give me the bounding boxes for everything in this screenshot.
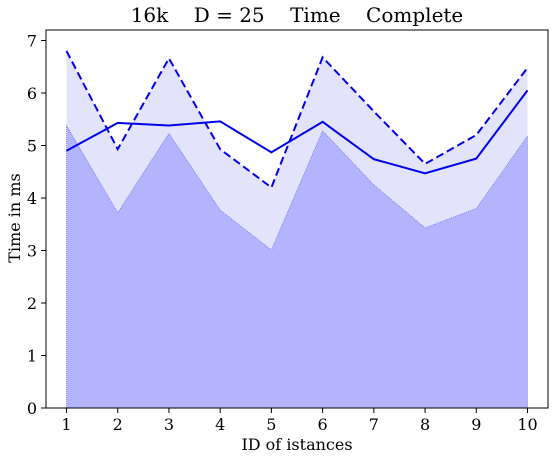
y-tick-label: 1 [27,347,37,366]
x-tick-label: 1 [61,415,71,434]
x-tick-label: 8 [420,415,430,434]
y-axis-label: Time in ms [5,173,24,262]
y-tick-label: 2 [27,294,37,313]
upper-band-area [66,51,528,250]
x-axis-label: ID of istances [241,435,352,454]
x-tick-label: 10 [517,415,537,434]
y-tick-label: 7 [27,32,37,51]
upper-dashed-line [65,50,529,190]
x-tick-label: 6 [318,415,328,434]
x-tick-label: 9 [471,415,481,434]
x-tick-label: 5 [266,415,276,434]
plot-frame [45,29,549,409]
x-tick-label: 2 [113,415,123,434]
y-tick-label: 5 [27,137,37,156]
y-tick-label: 3 [27,242,37,261]
x-tick-label: 3 [164,415,174,434]
plot-area [65,50,529,409]
y-tick-label: 6 [27,84,37,103]
lower-fill-area [66,124,528,409]
mean-line [66,89,529,175]
x-tick-label: 7 [369,415,379,434]
x-tick-label: 4 [215,415,225,434]
y-tick-label: 0 [27,399,37,418]
y-tick-label: 4 [27,189,37,208]
chart-title: 16k D = 25 Time Complete [131,3,464,27]
axes: 1 2 3 4 5 6 7 8 9 10 0 1 2 3 4 5 6 7 [27,29,549,434]
